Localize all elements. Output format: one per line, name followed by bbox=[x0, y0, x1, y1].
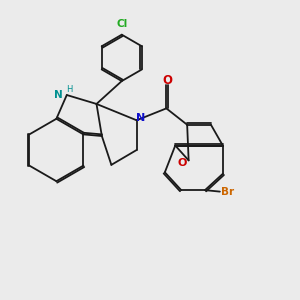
Text: O: O bbox=[177, 158, 187, 168]
Text: H: H bbox=[66, 85, 72, 94]
Text: N: N bbox=[54, 90, 63, 100]
Text: N: N bbox=[136, 113, 146, 123]
Text: O: O bbox=[163, 74, 173, 87]
Text: Cl: Cl bbox=[116, 19, 128, 29]
Text: Br: Br bbox=[221, 187, 235, 196]
